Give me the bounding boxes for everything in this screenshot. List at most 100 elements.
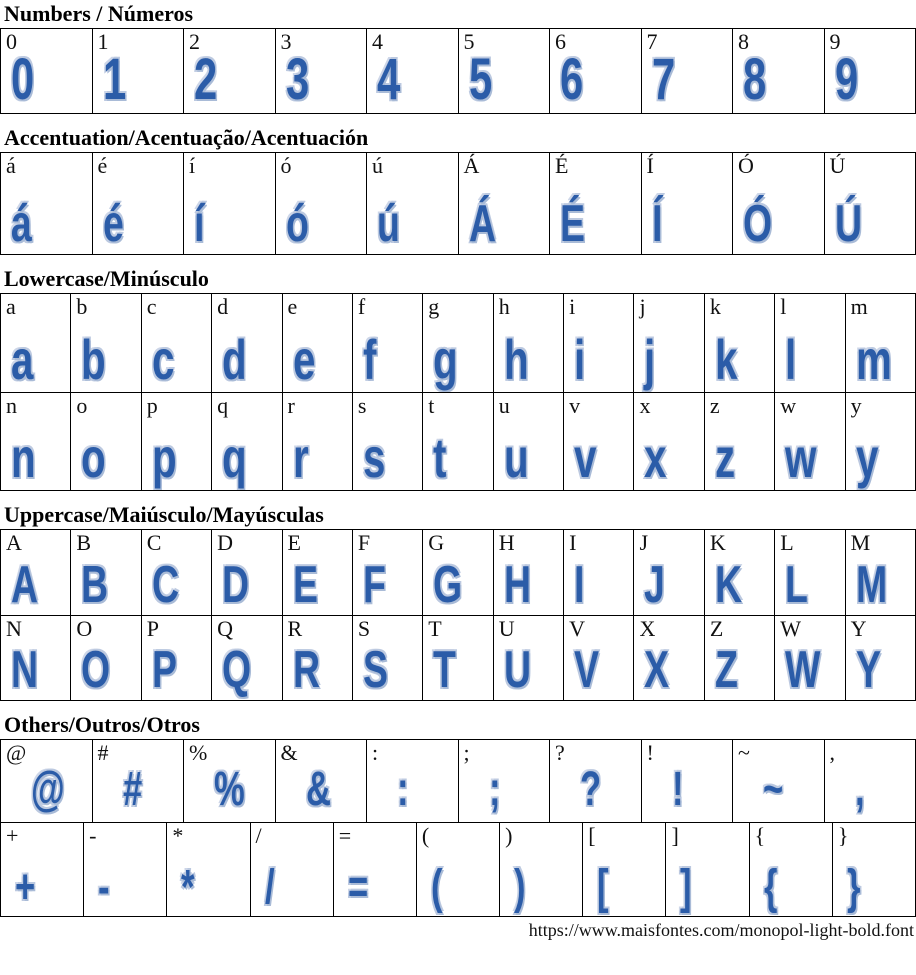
reference-char: w [780, 393, 797, 418]
reference-char: z [709, 393, 720, 418]
font-sample-glyph: ; [488, 763, 501, 816]
font-sample-glyph: ( [430, 861, 443, 914]
reference-char: ] [671, 823, 679, 848]
font-sample-glyph: X [644, 641, 670, 699]
font-sample-glyph: i [574, 328, 586, 391]
reference-char: K [709, 530, 726, 555]
reference-char: X [639, 616, 656, 641]
reference-char: Ó [738, 153, 754, 178]
glyph-cell: ,, [824, 740, 916, 822]
font-sample-glyph: N [11, 641, 39, 699]
glyph-cell: -- [84, 822, 168, 916]
reference-char: J [639, 530, 649, 555]
glyph-cell: = = [333, 822, 417, 916]
reference-char: P [146, 616, 160, 641]
glyph-cell: %% [184, 740, 276, 822]
reference-char: q [217, 393, 229, 418]
font-sample-glyph: E [292, 556, 318, 614]
reference-char: U [498, 616, 515, 641]
font-sample-glyph: B [81, 556, 109, 614]
reference-char: ú [372, 153, 383, 178]
font-sample-glyph: v [574, 426, 597, 489]
reference-char: % [189, 740, 208, 765]
glyph-cell: ;; [458, 740, 550, 822]
reference-char: : [372, 740, 379, 765]
font-sample-glyph: Ú [834, 195, 862, 253]
font-sample-glyph: n [11, 426, 36, 489]
font-sample-glyph: 5 [468, 47, 492, 112]
reference-char: Í [646, 153, 654, 178]
section-title-accentuation: Accentuation/Acentuação/Acentuación [4, 125, 369, 150]
reference-char: c [146, 294, 157, 319]
glyph-cell: + + [1, 822, 85, 916]
glyph-cell: @ @ [1, 740, 93, 822]
glyph-cell: }} [832, 822, 916, 916]
font-sample-glyph: r [292, 426, 309, 489]
font-sample-glyph: Q [222, 641, 252, 699]
reference-char: b [76, 294, 88, 319]
reference-char: S [357, 616, 371, 641]
reference-char: e [287, 294, 298, 319]
font-sample-glyph: q [222, 426, 247, 489]
font-sample-glyph: W [785, 641, 821, 699]
font-sample-glyph: é [102, 195, 124, 253]
reference-char: ; [463, 740, 470, 765]
font-sample-glyph: # [122, 763, 142, 816]
font-sample-glyph: } [846, 861, 861, 914]
reference-char: ? [555, 740, 565, 765]
reference-char: j [639, 294, 646, 319]
font-sample-glyph: T [433, 641, 457, 699]
font-sample-glyph: O [81, 641, 111, 699]
font-sample-glyph: Í [651, 195, 662, 253]
reference-char: Ú [829, 153, 846, 178]
font-sample-glyph: H [503, 556, 531, 614]
reference-char: 9 [829, 29, 841, 54]
reference-char: Y [850, 616, 867, 641]
reference-char: 1 [97, 29, 109, 54]
font-sample-glyph: Y [855, 641, 881, 699]
font-sample-glyph: s [362, 426, 386, 489]
reference-char: V [569, 616, 585, 641]
font-sample-glyph: L [785, 556, 809, 614]
font-sample-glyph: V [574, 641, 600, 699]
font-sample-glyph: J [644, 556, 666, 614]
font-sample-glyph: k [714, 328, 738, 391]
glyph-cell: ]] [666, 822, 750, 916]
reference-char: k [709, 294, 721, 319]
font-sample-glyph: x [644, 426, 667, 489]
font-sample-glyph: - [98, 861, 110, 914]
font-sample-glyph: 8 [743, 47, 767, 112]
reference-char: + [6, 823, 19, 848]
glyph-cell: ?? [550, 740, 642, 822]
reference-char: @ [6, 740, 27, 765]
reference-char: I [569, 530, 577, 555]
reference-char: n [6, 393, 17, 418]
reference-char: y [850, 393, 862, 418]
font-sample-glyph: D [222, 556, 250, 614]
glyph-cell: # # [92, 740, 184, 822]
